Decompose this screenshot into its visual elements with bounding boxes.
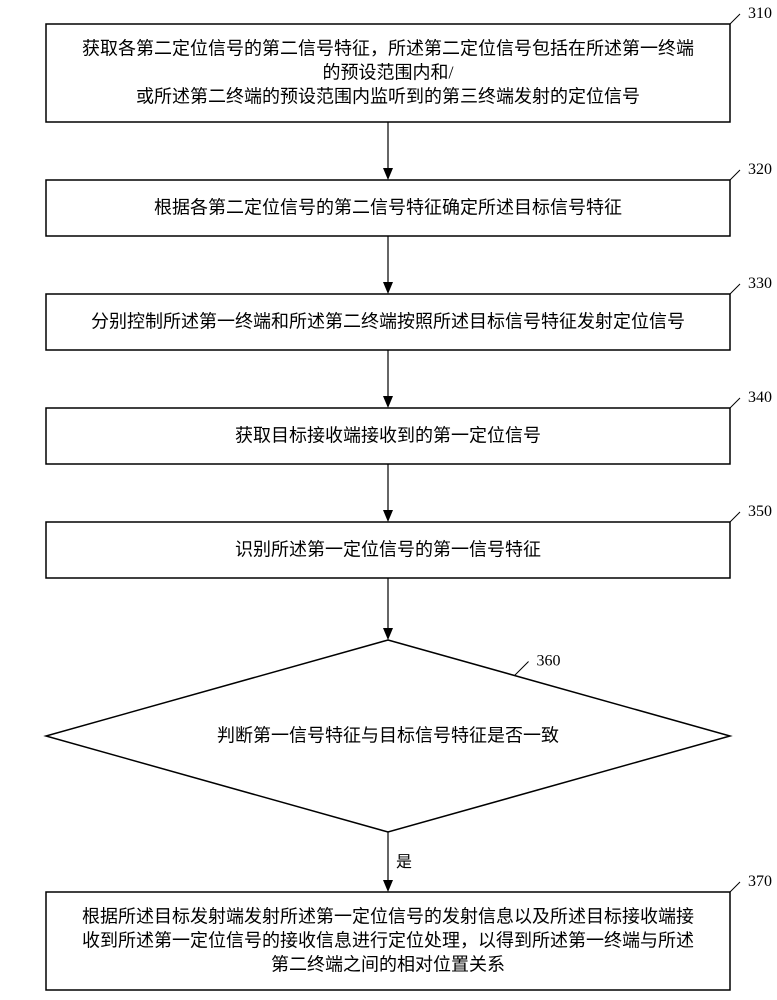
step-label: 340 xyxy=(748,389,772,406)
n360: 判断第一信号特征与目标信号特征是否一致 360 xyxy=(46,640,730,832)
edge xyxy=(383,350,393,408)
node-text: 根据所述目标发射端发射所述第一定位信号的发射信息以及所述目标接收端接 xyxy=(82,906,694,926)
node-text: 或所述第二终端的预设范围内监听到的第三终端发射的定位信号 xyxy=(136,86,640,106)
step-label: 360 xyxy=(537,653,561,670)
n330: 分别控制所述第一终端和所述第二终端按照所述目标信号特征发射定位信号 330 xyxy=(46,275,772,350)
n320: 根据各第二定位信号的第二信号特征确定所述目标信号特征 320 xyxy=(46,161,772,236)
edge xyxy=(383,122,393,180)
edge xyxy=(383,464,393,522)
node-text: 获取各第二定位信号的第二信号特征，所述第二定位信号包括在所述第一终端 xyxy=(82,38,694,58)
node-text: 获取目标接收端接收到的第一定位信号 xyxy=(235,425,541,445)
step-label: 330 xyxy=(748,275,772,292)
step-label: 350 xyxy=(748,503,772,520)
step-label: 310 xyxy=(748,5,772,22)
edge xyxy=(383,578,393,640)
node-text: 根据各第二定位信号的第二信号特征确定所述目标信号特征 xyxy=(154,197,622,217)
step-label: 320 xyxy=(748,161,772,178)
edge: 是 xyxy=(383,832,412,892)
step-label: 370 xyxy=(748,873,772,890)
node-text: 分别控制所述第一终端和所述第二终端按照所述目标信号特征发射定位信号 xyxy=(91,311,685,331)
node-text: 第二终端之间的相对位置关系 xyxy=(271,954,505,974)
node-text: 识别所述第一定位信号的第一信号特征 xyxy=(235,539,541,559)
node-text: 收到所述第一定位信号的接收信息进行定位处理，以得到所述第一终端与所述 xyxy=(82,930,694,950)
node-text: 判断第一信号特征与目标信号特征是否一致 xyxy=(217,725,559,745)
n340: 获取目标接收端接收到的第一定位信号 340 xyxy=(46,389,772,464)
node-text: 的预设范围内和/ xyxy=(322,62,453,82)
n370: 根据所述目标发射端发射所述第一定位信号的发射信息以及所述目标接收端接收到所述第一… xyxy=(46,873,772,990)
edge xyxy=(383,236,393,294)
n350: 识别所述第一定位信号的第一信号特征 350 xyxy=(46,503,772,578)
edge-label: 是 xyxy=(396,854,412,871)
n310: 获取各第二定位信号的第二信号特征，所述第二定位信号包括在所述第一终端的预设范围内… xyxy=(46,5,772,122)
